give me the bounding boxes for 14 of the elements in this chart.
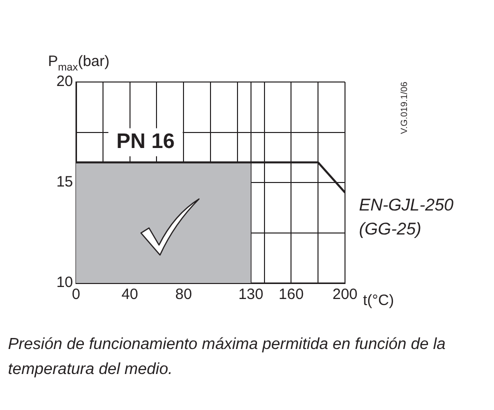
x-tick-label: 130 [238, 286, 264, 304]
text: Presión de funcionamiento máxima permitida en función de la temperatura del medio. [8, 335, 447, 380]
x-tick-label: 0 [72, 286, 80, 304]
x-tick-label: 80 [175, 286, 192, 304]
x-axis-title: t(°C) [363, 292, 394, 309]
annotation: PN 16 [116, 130, 175, 154]
x-tick-label: 200 [332, 286, 358, 304]
y-tick-label: 15 [56, 174, 73, 191]
x-tick-label: 40 [121, 286, 138, 304]
text: V.G.019.1/06 [399, 82, 409, 134]
series-label: EN-GJL-250 (GG-25) [359, 196, 454, 239]
y-tick-label: 20 [56, 73, 73, 90]
y-tick-label: 10 [56, 274, 73, 292]
x-tick-label: 160 [278, 286, 304, 304]
